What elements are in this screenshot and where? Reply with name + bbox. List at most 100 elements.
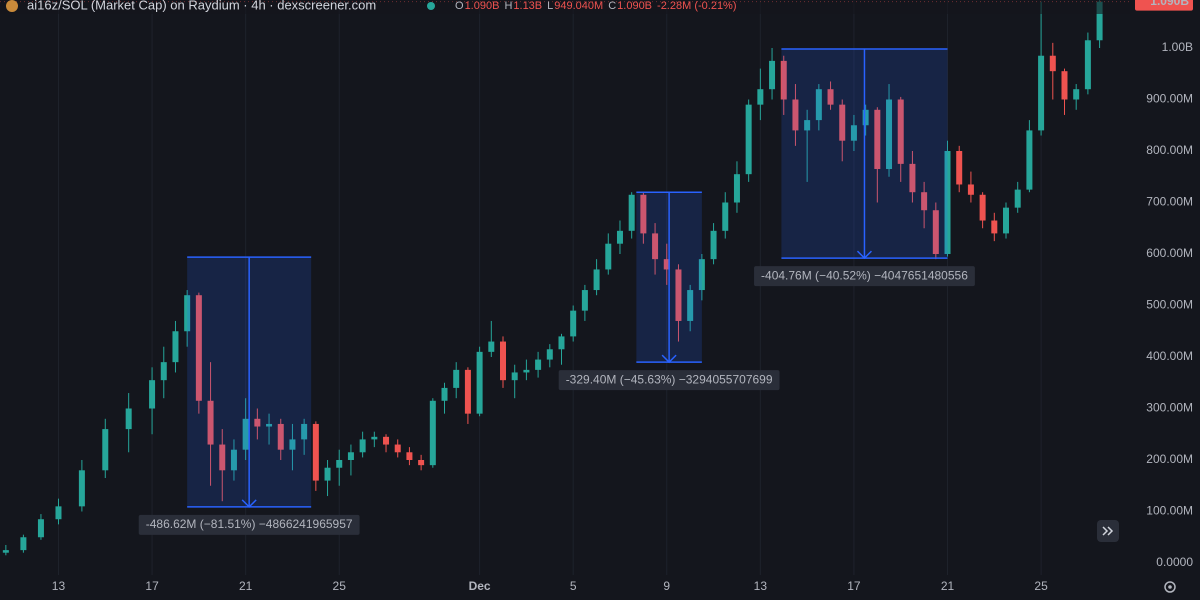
- candle: [850, 114, 857, 151]
- candles: [2, 0, 1103, 556]
- candle-body: [383, 436, 390, 445]
- candle: [1061, 68, 1068, 115]
- candle-body: [850, 125, 857, 141]
- candle-body: [20, 537, 27, 551]
- candle-body: [441, 387, 448, 401]
- candle-body: [523, 369, 530, 373]
- candle-body: [593, 269, 600, 291]
- y-tick-label: 700.00M: [1146, 195, 1193, 209]
- candle: [371, 431, 378, 448]
- candle-body: [979, 194, 986, 221]
- candle-body: [125, 408, 132, 430]
- candle-body: [628, 194, 635, 231]
- candle-body: [1026, 130, 1033, 190]
- candle-body: [242, 418, 249, 450]
- candle: [570, 305, 577, 342]
- settings-button[interactable]: [1164, 581, 1176, 593]
- candle: [722, 192, 729, 239]
- candle: [55, 498, 62, 525]
- candle: [1084, 32, 1091, 95]
- y-tick-label: 400.00M: [1146, 349, 1193, 363]
- candle: [1073, 84, 1080, 110]
- candle-body: [102, 429, 109, 471]
- y-tick-label: 200.00M: [1146, 452, 1193, 466]
- candle-body: [581, 290, 588, 311]
- candle: [500, 336, 507, 388]
- settings-icon: [1168, 585, 1172, 589]
- candle-body: [991, 220, 998, 234]
- candle-body: [792, 99, 799, 131]
- candle-body: [1061, 71, 1068, 100]
- candle-body: [874, 109, 881, 170]
- candle-body: [932, 210, 939, 254]
- candle: [769, 47, 776, 100]
- chart-title: ai16z/SOL (Market Cap) on Raydium · 4h ·…: [27, 0, 376, 12]
- candle-body: [464, 369, 471, 414]
- candle-body: [663, 259, 670, 270]
- candle: [792, 84, 799, 146]
- y-tick-label: 500.00M: [1146, 298, 1193, 312]
- candle: [932, 202, 939, 260]
- candle-body: [675, 269, 682, 321]
- candle: [687, 284, 694, 332]
- header-bg: [0, 0, 1130, 14]
- candle: [874, 107, 881, 203]
- candle: [312, 421, 319, 491]
- candle: [593, 259, 600, 296]
- candle: [827, 81, 834, 110]
- candle-body: [78, 470, 85, 507]
- candle-body: [616, 230, 623, 244]
- candle-body: [1049, 55, 1056, 72]
- candle-body: [160, 362, 167, 381]
- candle: [921, 181, 928, 229]
- candle: [266, 413, 273, 445]
- y-tick-label: 800.00M: [1146, 143, 1193, 157]
- candle-body: [347, 452, 354, 460]
- candle: [78, 460, 85, 512]
- candle: [488, 320, 495, 357]
- candle: [558, 333, 565, 365]
- candle: [546, 344, 553, 368]
- candle: [149, 367, 156, 435]
- measure-label: -329.40M (−45.63%) −3294055707699: [566, 372, 773, 386]
- candle: [897, 96, 904, 182]
- y-tick-label: 0.0000: [1156, 555, 1193, 569]
- candle: [476, 346, 483, 417]
- candle-body: [757, 89, 764, 105]
- candle: [359, 431, 366, 458]
- candle: [733, 161, 740, 213]
- candle-body: [722, 202, 729, 231]
- candle: [839, 99, 846, 162]
- candle: [195, 292, 202, 414]
- candle-body: [301, 423, 308, 440]
- candle: [406, 447, 413, 466]
- candle-body: [149, 380, 156, 409]
- candle: [207, 362, 214, 486]
- candle-body: [640, 194, 647, 234]
- candle: [616, 220, 623, 254]
- candle: [383, 434, 390, 453]
- y-tick-label: 300.00M: [1146, 401, 1193, 415]
- candle: [254, 408, 261, 440]
- candle: [394, 439, 401, 458]
- candle: [663, 243, 670, 285]
- candle-body: [698, 259, 705, 291]
- candle-body: [406, 452, 413, 460]
- candle-body: [429, 400, 436, 466]
- candle-body: [336, 460, 343, 468]
- candle: [909, 150, 916, 203]
- candle-body: [967, 184, 974, 195]
- x-tick-label: 17: [145, 579, 159, 593]
- candle: [804, 109, 811, 182]
- x-tick-label: 13: [754, 579, 768, 593]
- measure-arrowhead: [856, 250, 872, 260]
- candle: [347, 444, 354, 476]
- candle-body: [745, 104, 752, 175]
- x-tick-label: 13: [52, 579, 66, 593]
- x-tick-label: 21: [239, 579, 253, 593]
- x-tick-label: 5: [570, 579, 577, 593]
- candle: [535, 351, 542, 378]
- candle-body: [862, 109, 869, 126]
